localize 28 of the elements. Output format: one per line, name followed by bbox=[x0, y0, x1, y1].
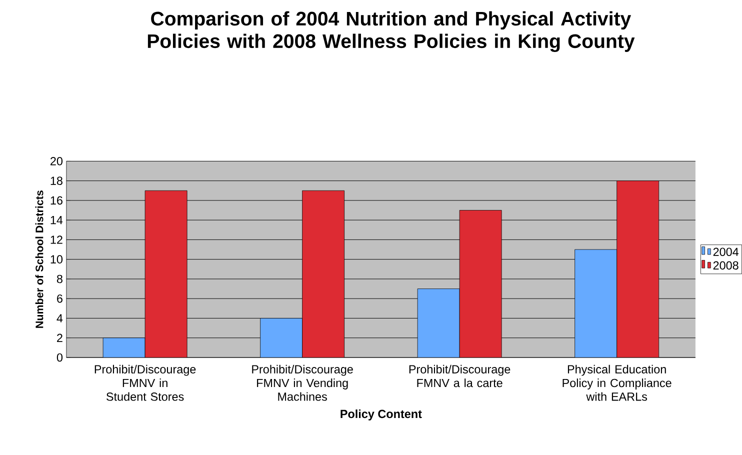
x-tick-label: Prohibit/Discourage FMNV in Student Stores bbox=[94, 364, 196, 401]
bar bbox=[144, 190, 188, 358]
bar bbox=[417, 288, 460, 358]
y-tick-label: 18 bbox=[50, 176, 62, 185]
y-tick-label: 0 bbox=[56, 353, 63, 362]
bar bbox=[459, 210, 502, 358]
y-tick-label: 2 bbox=[57, 334, 62, 342]
y-tick-label: 10 bbox=[50, 255, 63, 264]
y-tick-label: 8 bbox=[56, 274, 62, 284]
chart-title: Comparison of 2004 Nutrition and Physical Activity Policies with 2008 Wellness Policies in King County bbox=[148, 11, 635, 52]
y-tick-label: 20 bbox=[50, 156, 63, 166]
y-tick-label: 4 bbox=[56, 314, 63, 322]
y-axis-title: Number of School Districts bbox=[35, 190, 44, 328]
bar bbox=[574, 249, 618, 358]
y-tick-label: 16 bbox=[50, 196, 62, 204]
bar bbox=[616, 180, 660, 358]
y-tick-label: 12 bbox=[50, 236, 62, 244]
y-tick-label: 6 bbox=[57, 294, 62, 303]
x-tick-label: Prohibit/Discourage FMNV in Vending Machines bbox=[252, 364, 353, 401]
x-axis-title: Policy Content bbox=[340, 409, 422, 420]
bar bbox=[102, 338, 146, 358]
bar bbox=[302, 190, 345, 358]
x-tick-label: Prohibit/Discourage FMNV a la carte bbox=[409, 364, 510, 388]
legend-label: 2004 bbox=[713, 248, 739, 256]
x-tick-label: Physical Education Policy in Compliance with EARLs bbox=[562, 364, 672, 401]
y-tick-label: 14 bbox=[50, 216, 63, 224]
bar bbox=[260, 318, 303, 358]
legend-label: 2008 bbox=[713, 261, 738, 270]
